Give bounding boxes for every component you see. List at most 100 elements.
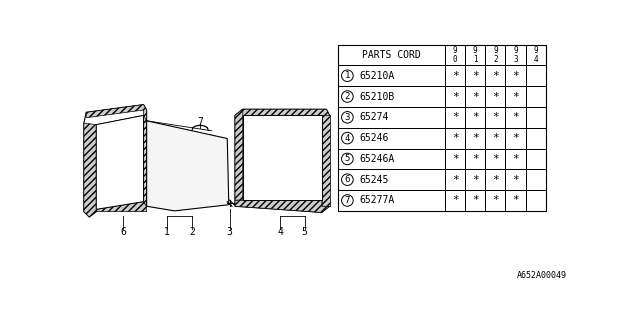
Bar (445, 128, 465, 148)
Text: *: * (452, 175, 458, 185)
Bar (485, 169, 506, 190)
Bar (506, 169, 525, 190)
Text: 9
2: 9 2 (493, 46, 498, 64)
Bar (338, 148, 445, 169)
Bar (506, 148, 525, 169)
Polygon shape (96, 116, 143, 209)
Bar (338, 65, 445, 86)
Bar (525, 190, 546, 211)
Bar (506, 44, 525, 65)
Bar (485, 44, 506, 65)
Bar (485, 107, 506, 128)
Text: 65210A: 65210A (359, 71, 394, 81)
Text: *: * (512, 175, 519, 185)
Bar (338, 44, 546, 211)
Text: *: * (512, 71, 519, 81)
Text: 65274: 65274 (359, 112, 388, 122)
Bar (338, 86, 445, 107)
Bar (485, 148, 506, 169)
Text: *: * (492, 175, 499, 185)
Text: *: * (512, 196, 519, 205)
Text: *: * (492, 133, 499, 143)
Text: 4: 4 (277, 228, 283, 237)
Bar (445, 169, 465, 190)
Bar (506, 190, 525, 211)
Text: 2: 2 (189, 228, 195, 237)
Bar (465, 128, 485, 148)
Bar (485, 190, 506, 211)
Bar (445, 107, 465, 128)
Bar (445, 65, 465, 86)
Bar (465, 65, 485, 86)
Bar (506, 86, 525, 107)
Bar (465, 107, 485, 128)
Text: 9
0: 9 0 (452, 46, 458, 64)
Text: *: * (492, 112, 499, 122)
Text: 4: 4 (345, 134, 350, 143)
Bar (525, 107, 546, 128)
Bar (506, 107, 525, 128)
Text: *: * (512, 133, 519, 143)
Polygon shape (235, 200, 330, 212)
Bar (445, 148, 465, 169)
Polygon shape (322, 116, 330, 206)
Bar (485, 128, 506, 148)
Text: *: * (472, 133, 479, 143)
Bar (465, 44, 485, 65)
Text: 1: 1 (345, 71, 350, 80)
Polygon shape (84, 105, 147, 217)
Polygon shape (96, 202, 147, 212)
Text: *: * (492, 92, 499, 101)
Bar (338, 190, 445, 211)
Bar (525, 169, 546, 190)
Text: 5: 5 (345, 155, 350, 164)
Polygon shape (84, 123, 96, 217)
Text: *: * (472, 92, 479, 101)
Text: *: * (472, 175, 479, 185)
Text: 65210B: 65210B (359, 92, 394, 101)
Polygon shape (235, 109, 243, 200)
Polygon shape (235, 109, 330, 122)
Text: *: * (492, 71, 499, 81)
Text: *: * (512, 154, 519, 164)
Text: *: * (452, 196, 458, 205)
Polygon shape (243, 116, 322, 200)
Text: *: * (512, 112, 519, 122)
Bar (465, 86, 485, 107)
Text: 3: 3 (227, 228, 232, 237)
Text: 65245: 65245 (359, 175, 388, 185)
Bar (525, 44, 546, 65)
Bar (506, 128, 525, 148)
Text: *: * (452, 71, 458, 81)
Text: *: * (452, 112, 458, 122)
Bar (445, 86, 465, 107)
Text: *: * (472, 154, 479, 164)
Polygon shape (147, 121, 229, 211)
Text: 65246: 65246 (359, 133, 388, 143)
Bar (525, 128, 546, 148)
Text: 6: 6 (120, 228, 126, 237)
Text: 1: 1 (164, 228, 170, 237)
Text: 65246A: 65246A (359, 154, 394, 164)
Bar (445, 44, 465, 65)
Bar (445, 190, 465, 211)
Bar (465, 169, 485, 190)
Text: 3: 3 (345, 113, 350, 122)
Text: *: * (472, 71, 479, 81)
Text: 6: 6 (345, 175, 350, 184)
Bar (485, 86, 506, 107)
Text: 7: 7 (197, 117, 203, 127)
Bar (338, 169, 445, 190)
Text: *: * (472, 196, 479, 205)
Bar (525, 148, 546, 169)
Text: 7: 7 (345, 196, 350, 205)
Text: *: * (452, 133, 458, 143)
Bar (338, 128, 445, 148)
Text: *: * (512, 92, 519, 101)
Text: 9
1: 9 1 (473, 46, 477, 64)
Text: 65277A: 65277A (359, 196, 394, 205)
Polygon shape (86, 105, 147, 128)
Text: *: * (492, 196, 499, 205)
Polygon shape (235, 109, 330, 212)
Bar (525, 86, 546, 107)
